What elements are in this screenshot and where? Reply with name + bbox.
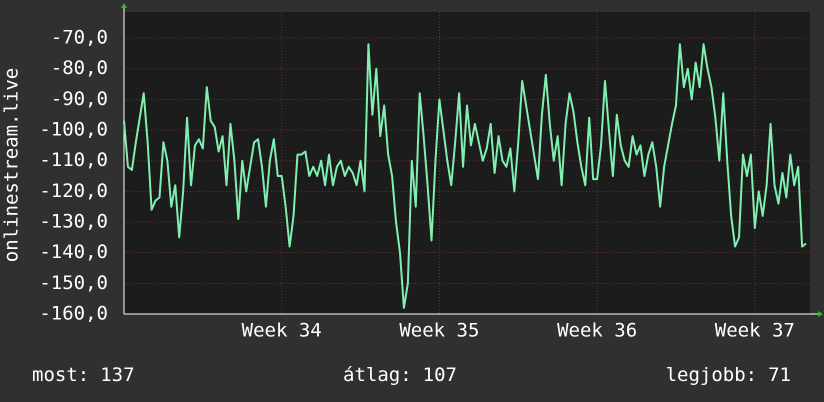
stat: legjobb: 71 bbox=[666, 364, 791, 386]
y-tick-label: -110,0 bbox=[39, 149, 108, 171]
axis-arrow bbox=[818, 311, 823, 317]
plot-area bbox=[124, 12, 810, 314]
y-tick-label: -80,0 bbox=[51, 57, 108, 79]
axis-arrow bbox=[121, 3, 127, 8]
y-tick-label: -70,0 bbox=[51, 27, 108, 49]
y-tick-label: -150,0 bbox=[39, 272, 108, 294]
stat-value: 71 bbox=[768, 364, 791, 386]
x-tick-label: Week 35 bbox=[399, 320, 479, 342]
stat-value: 137 bbox=[100, 364, 134, 386]
stat-label: legjobb: bbox=[666, 364, 758, 386]
stat: átlag: 107 bbox=[343, 364, 457, 386]
y-tick-label: -100,0 bbox=[39, 119, 108, 141]
y-tick-label: -130,0 bbox=[39, 211, 108, 233]
stat-value: 107 bbox=[423, 364, 457, 386]
stat-label: átlag: bbox=[343, 364, 412, 386]
y-tick-label: -120,0 bbox=[39, 180, 108, 202]
x-tick-label: Week 37 bbox=[715, 320, 795, 342]
x-tick-label: Week 34 bbox=[242, 320, 322, 342]
x-tick-label: Week 36 bbox=[557, 320, 637, 342]
y-tick-label: -140,0 bbox=[39, 241, 108, 263]
y-tick-label: -160,0 bbox=[39, 303, 108, 325]
stat: most: 137 bbox=[32, 364, 135, 386]
stat-label: most: bbox=[32, 364, 89, 386]
data-line bbox=[123, 43, 807, 309]
y-axis-title: onlinestream.live bbox=[1, 68, 23, 262]
y-tick-label: -90,0 bbox=[51, 88, 108, 110]
